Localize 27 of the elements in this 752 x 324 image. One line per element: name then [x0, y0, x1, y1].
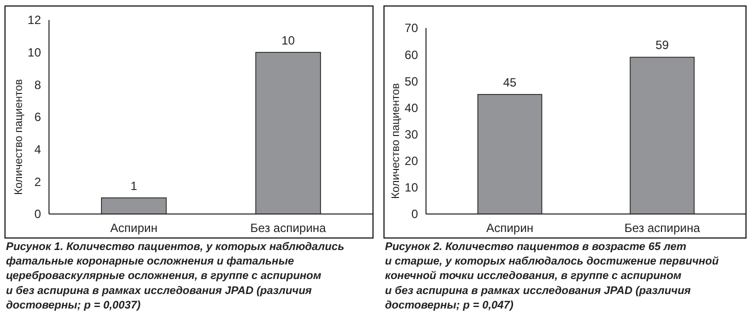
y-tick-label: 40 — [404, 100, 418, 115]
y-axis-title: Количество пациентов — [390, 82, 402, 199]
text: Рисунок 1. Количество пациентов, у которых наблюдались фатальные коронарные осложнения и фатальные цереброваскулярные осложнения, в группе с аспирином и без аспирина в рамках исследования JPAD (различия достоверны; p = 0,0037) — [6, 241, 344, 312]
y-tick-label: 20 — [404, 154, 418, 168]
x-tick-label: Аспирин — [110, 221, 158, 235]
y-tick-label: 70 — [404, 21, 418, 36]
y-tick-label: 50 — [404, 74, 418, 88]
data-label: 1 — [130, 178, 138, 193]
y-tick-label: 60 — [404, 48, 418, 62]
y-axis-title: Количество пациентов — [13, 78, 25, 195]
y-tick-label: 10 — [404, 180, 418, 195]
y-tick-label: 0 — [34, 207, 42, 222]
y-tick-label: 0 — [411, 207, 418, 222]
x-tick-label: Аспирин — [486, 221, 534, 235]
y-tick-label: 30 — [404, 127, 418, 142]
y-tick-label: 6 — [34, 110, 42, 124]
y-tick-label: 12 — [28, 13, 42, 28]
data-label: 59 — [656, 38, 670, 52]
y-tick-label: 2 — [34, 174, 42, 189]
data-label: 10 — [281, 33, 296, 48]
data-label: 45 — [503, 75, 517, 90]
y-tick-label: 8 — [34, 78, 42, 92]
x-tick-label: Без аспирина — [624, 221, 700, 235]
text: Рисунок 2. Количество пациентов в возрасте 65 лет и старше, у которых наблюдалось достижение первичной конечной точки исследования, в группе с аспирином и без аспирина в рамках исследования JPAD (различия достоверны; p = 0,047) — [385, 241, 720, 312]
x-tick-label: Без аспирина — [250, 221, 326, 235]
y-tick-label: 4 — [34, 142, 42, 157]
y-tick-label: 10 — [28, 46, 42, 60]
